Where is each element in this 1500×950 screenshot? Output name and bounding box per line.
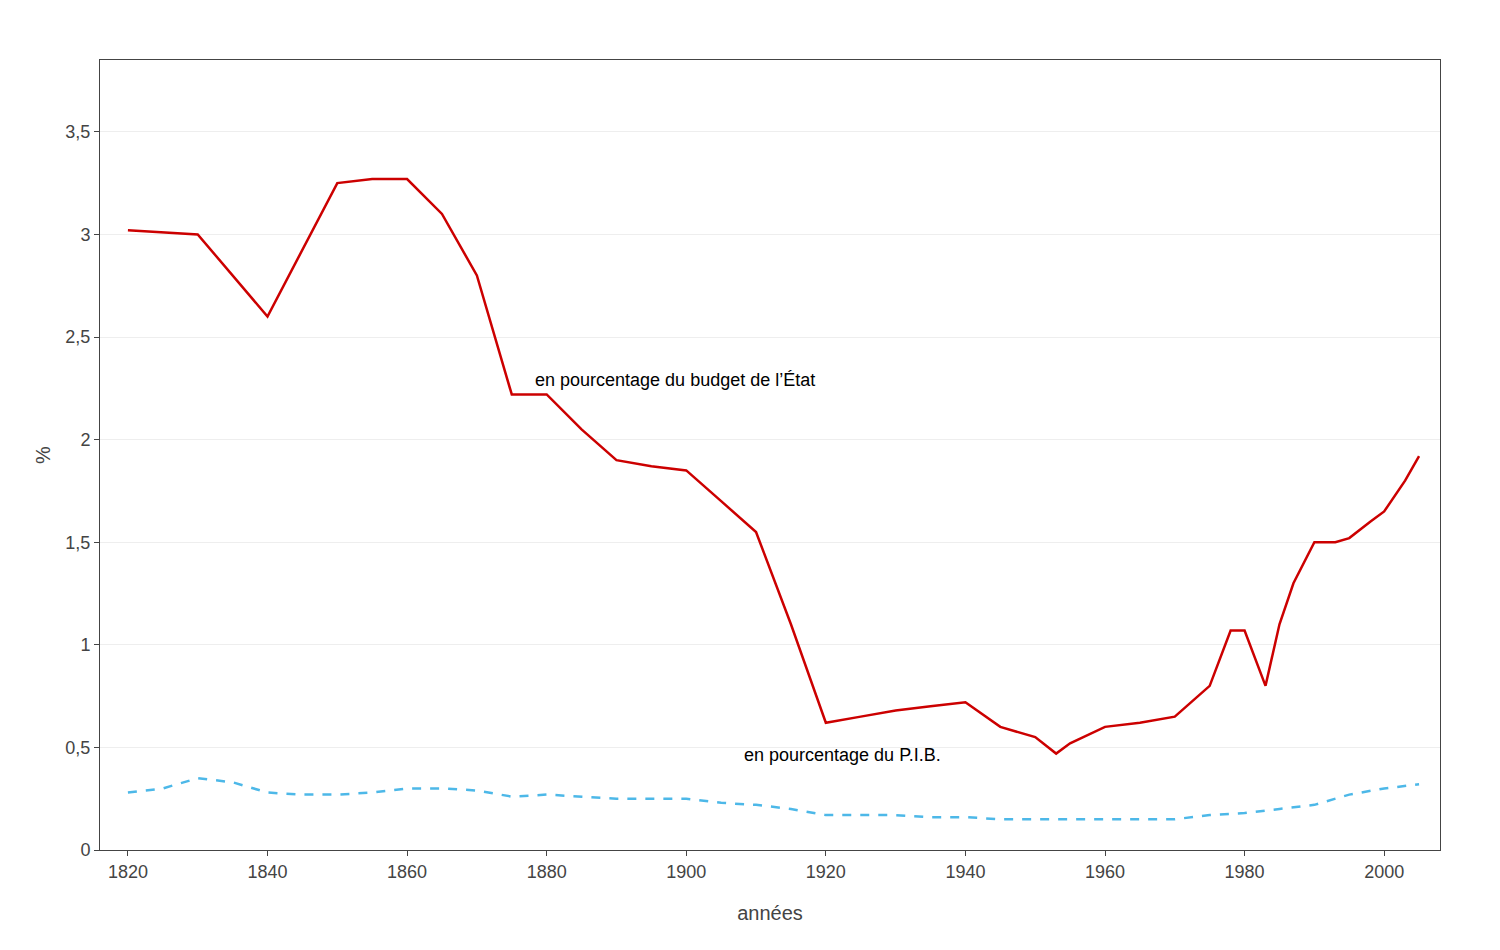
svg-text:%: %: [32, 446, 54, 464]
svg-text:1: 1: [80, 635, 90, 655]
svg-text:1900: 1900: [666, 862, 706, 882]
svg-text:3,5: 3,5: [65, 122, 90, 142]
svg-text:1980: 1980: [1225, 862, 1265, 882]
svg-text:1960: 1960: [1085, 862, 1125, 882]
svg-text:1820: 1820: [108, 862, 148, 882]
svg-text:1840: 1840: [247, 862, 287, 882]
svg-text:2000: 2000: [1364, 862, 1404, 882]
svg-text:années: années: [737, 902, 803, 924]
svg-text:en pourcentage du P.I.B.: en pourcentage du P.I.B.: [744, 745, 941, 765]
svg-text:1860: 1860: [387, 862, 427, 882]
svg-text:1920: 1920: [806, 862, 846, 882]
svg-text:1880: 1880: [527, 862, 567, 882]
svg-text:2: 2: [80, 430, 90, 450]
svg-text:0,5: 0,5: [65, 738, 90, 758]
svg-text:1,5: 1,5: [65, 533, 90, 553]
svg-text:1940: 1940: [945, 862, 985, 882]
svg-text:0: 0: [80, 840, 90, 860]
svg-text:2,5: 2,5: [65, 327, 90, 347]
svg-text:3: 3: [80, 225, 90, 245]
svg-text:en pourcentage du budget de l’: en pourcentage du budget de l’État: [535, 370, 815, 390]
